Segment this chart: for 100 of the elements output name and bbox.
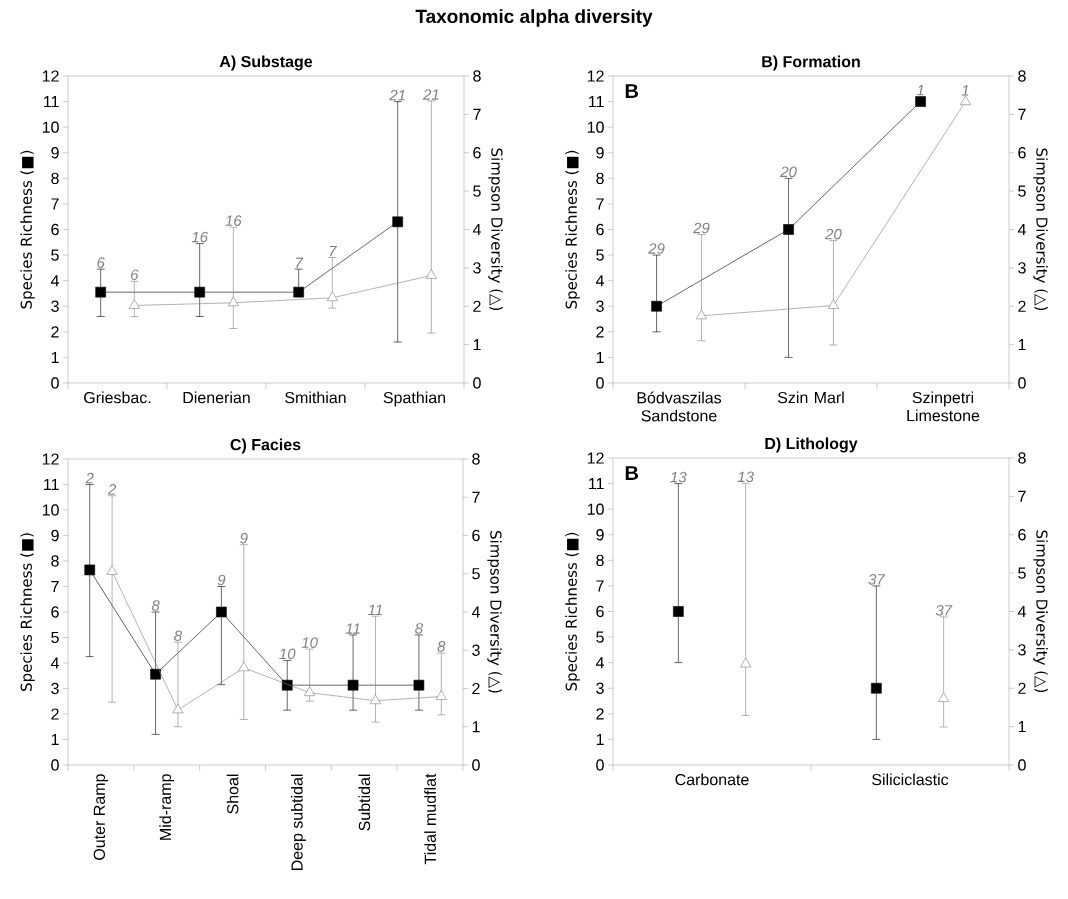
annotation: 11 (345, 623, 360, 634)
point (172, 703, 184, 714)
point (238, 661, 250, 672)
y2-tick-label: 0 (1018, 759, 1026, 771)
y2-tick-label: 5 (1018, 567, 1026, 579)
annotation: B (625, 84, 638, 98)
point (827, 299, 839, 309)
annotation: 20 (780, 166, 797, 178)
annotation: 37 (868, 574, 886, 585)
x-tick-label: Smithian (285, 391, 346, 404)
y-tick-label: 7 (51, 580, 59, 592)
y2-tick-label: 5 (472, 568, 480, 580)
y-tick-label: 1 (596, 351, 604, 363)
y-tick-label: 9 (51, 529, 59, 542)
point (304, 686, 316, 696)
annotation: 20 (825, 228, 842, 240)
annotation: 13 (737, 471, 754, 483)
y-tick-label: 10 (587, 503, 604, 515)
y2-tick-label: 7 (1018, 490, 1026, 502)
y-tick-label: 11 (44, 96, 59, 108)
y2-tick-label: 0 (1018, 377, 1026, 389)
chart-subtitle: B) Formation (762, 55, 860, 71)
y-tick-label: 9 (596, 147, 604, 159)
x-tick-label: Szin Marl (777, 391, 844, 404)
annotation: 8 (151, 600, 160, 611)
y2-tick-label: 5 (1018, 185, 1026, 197)
y2-tick-label: 8 (1018, 70, 1026, 82)
y-tick-label: 5 (596, 631, 604, 643)
chart-subtitle: C) Facies (230, 438, 301, 454)
y2-tick-label: 6 (472, 529, 480, 542)
y2-tick-label: 3 (1018, 644, 1026, 656)
y2-tick-label: 6 (1018, 147, 1026, 159)
annotation: 8 (415, 623, 423, 634)
x-tick-label: Szinpetri Limestone (907, 391, 980, 422)
y-tick-label: 12 (587, 452, 604, 464)
annotation: 6 (97, 257, 105, 268)
y2-tick-label: 2 (1018, 300, 1026, 312)
y-tick-label: 4 (50, 657, 59, 669)
y2-tick-label: 1 (1018, 721, 1026, 733)
annotation: 6 (131, 269, 139, 281)
x-tick-label: Griesbac. (84, 391, 151, 404)
annotation: 29 (648, 243, 665, 254)
y-tick-label: 12 (42, 453, 59, 465)
y2-tick-label: 4 (471, 606, 480, 618)
point (326, 291, 338, 302)
annotation: 16 (225, 215, 242, 226)
x-tick-label: Mid-ramp (159, 774, 175, 840)
y-tick-label: 0 (51, 759, 59, 771)
y2-tick-label: 4 (1017, 605, 1026, 617)
y-tick-label: 12 (587, 70, 604, 82)
y2-tick-label: 8 (473, 70, 481, 82)
point (783, 224, 794, 235)
point (216, 606, 227, 618)
x-tick-label: Deep subtidal (290, 774, 306, 871)
y-tick-label: 2 (51, 708, 59, 720)
text: Taxonomic alpha diversity (415, 9, 653, 27)
y2-tick-label: 7 (1018, 108, 1026, 120)
y-tick-label: 2 (596, 326, 604, 338)
y-tick-label: 6 (596, 605, 604, 618)
y2-tick-label: 7 (472, 491, 480, 503)
y2-tick-label: 4 (1017, 223, 1026, 235)
x-tick-label: Outer Ramp (93, 774, 109, 860)
point (695, 309, 707, 320)
point (106, 565, 118, 575)
x-tick-label: Carbonate (675, 773, 749, 786)
point (150, 668, 161, 680)
point (227, 296, 239, 307)
y2-tick-label: 7 (473, 108, 481, 120)
y-tick-label: 11 (589, 96, 604, 108)
y2-tick-label: 3 (473, 262, 481, 274)
y2-axis-title: Simpson Diversity (△) (1033, 148, 1048, 311)
y2-tick-label: 6 (473, 147, 481, 159)
point (915, 96, 926, 107)
y2-tick-label: 3 (472, 644, 480, 656)
annotation: 11 (368, 604, 382, 615)
y-axis-title: Species Richness (■) (20, 150, 35, 309)
x-tick-label: Siliciclastic (872, 773, 949, 786)
point (651, 300, 662, 312)
y2-tick-label: 0 (472, 759, 480, 771)
point (435, 690, 447, 700)
point (84, 564, 96, 576)
point (425, 269, 437, 279)
y-tick-label: 8 (596, 554, 604, 566)
point (413, 679, 425, 691)
y2-tick-label: 1 (1018, 339, 1026, 351)
annotation: 9 (240, 532, 248, 544)
y-tick-label: 7 (596, 580, 604, 592)
annotation: 21 (422, 89, 439, 100)
y-tick-label: 8 (596, 172, 604, 184)
y2-tick-label: 2 (473, 300, 481, 312)
annotation: 8 (437, 641, 446, 652)
y2-tick-label: 1 (473, 339, 481, 351)
y-tick-label: 3 (596, 682, 604, 694)
y-tick-label: 0 (596, 377, 604, 389)
annotation: 7 (296, 257, 304, 268)
y-tick-label: 2 (51, 326, 59, 338)
y-tick-label: 10 (587, 121, 604, 133)
y2-axis-title: Simpson Diversity (△) (488, 148, 503, 311)
annotation: B (625, 466, 638, 480)
x-tick-label: Tidal mudflat (424, 773, 436, 865)
